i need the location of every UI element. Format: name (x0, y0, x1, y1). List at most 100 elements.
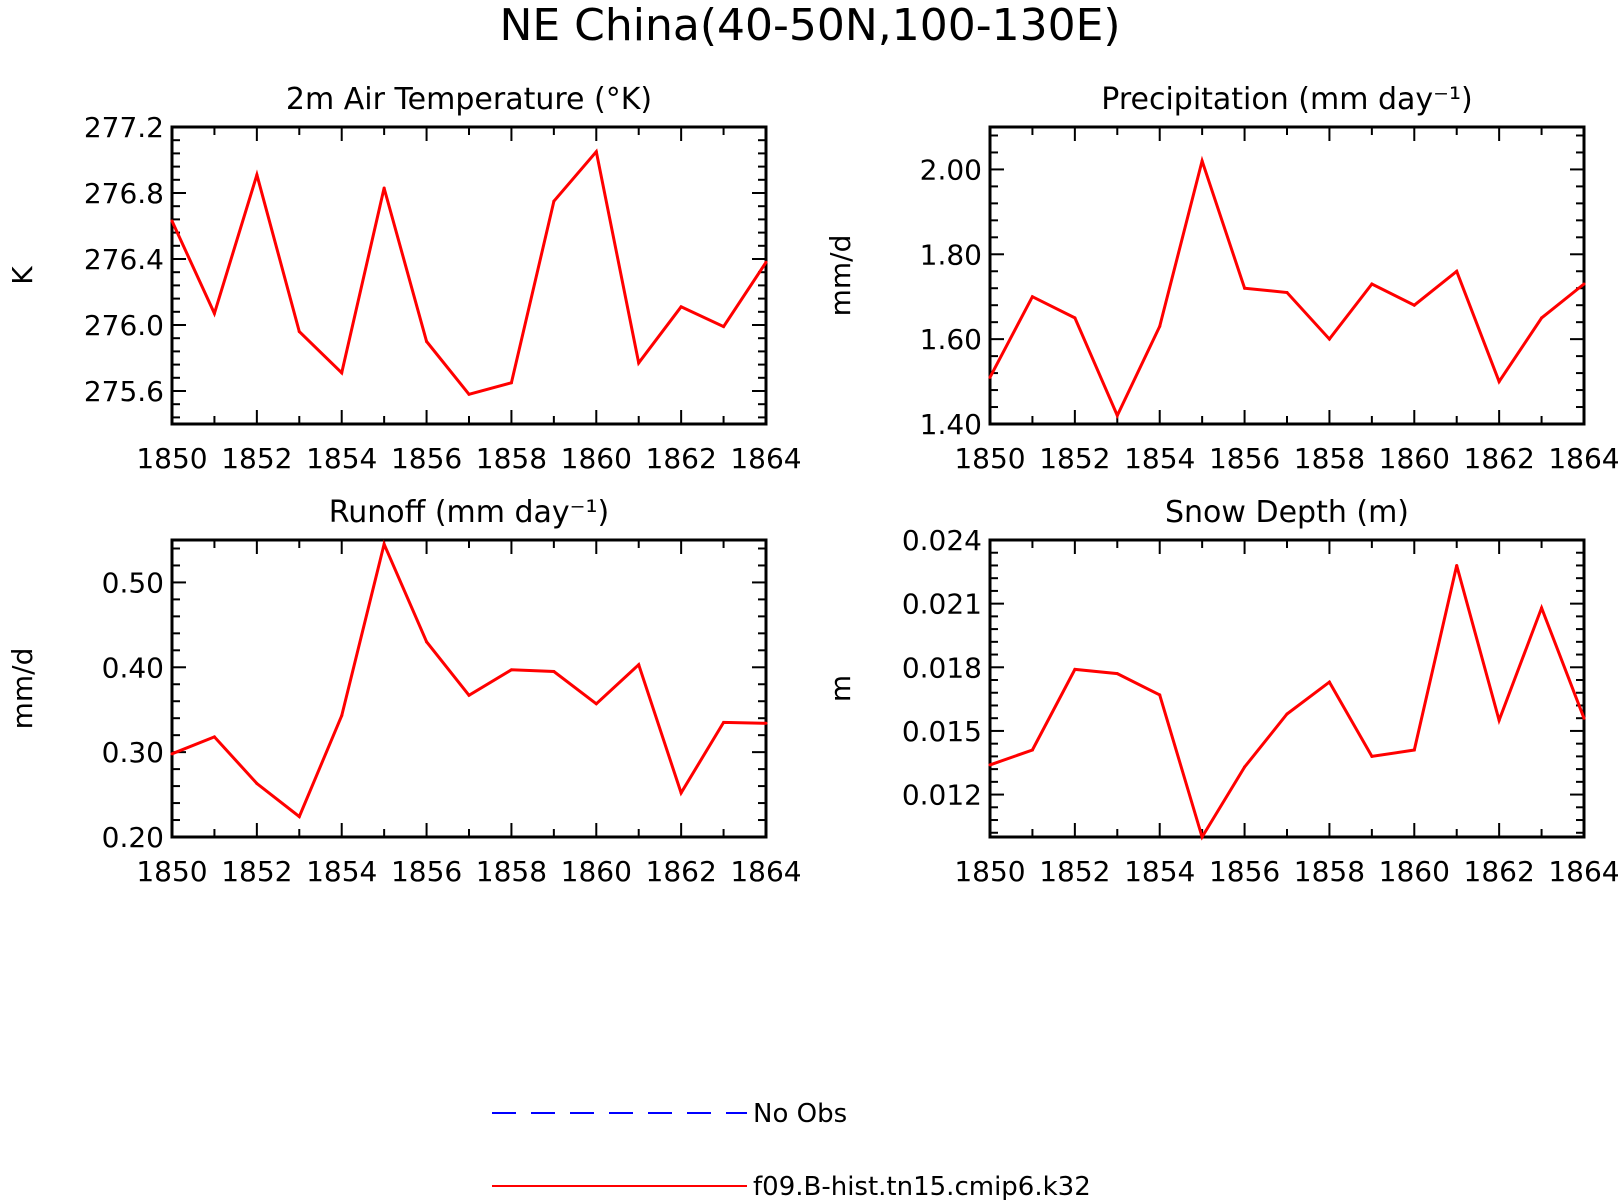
data-point-precipitation (1115, 414, 1119, 418)
x-tick-label: 1860 (1379, 855, 1450, 888)
x-tick-label: 1864 (1548, 442, 1619, 475)
data-point-precipitation (1030, 295, 1034, 299)
data-point-snow-depth (1158, 693, 1162, 697)
data-point-runoff (679, 791, 683, 795)
x-tick-label: 1852 (221, 855, 292, 888)
series-line-snow-depth (989, 565, 1586, 841)
y-tick-label: 1.80 (920, 238, 982, 271)
data-point-snow-depth (988, 763, 992, 767)
data-point-snow-depth (1540, 606, 1544, 610)
y-tick-label: 1.40 (920, 408, 982, 441)
panel-title-precipitation: Precipitation (mm day⁻¹) (1101, 82, 1472, 117)
data-point-runoff (764, 721, 768, 725)
panel-precipitation: Precipitation (mm day⁻¹) 1850 1852 1854 1856… (824, 82, 1620, 475)
data-point-snow-depth (1115, 672, 1119, 676)
data-point-snow-depth (1370, 754, 1374, 758)
data-point-temperature (467, 392, 471, 396)
y-tick-label: 276.4 (84, 243, 164, 276)
data-point-temperature (509, 381, 513, 385)
data-point-temperature (722, 325, 726, 329)
data-point-precipitation (1285, 290, 1289, 294)
plot-frame-precipitation (988, 125, 1586, 426)
x-tick-label: 1850 (954, 442, 1025, 475)
data-point-temperature (297, 330, 301, 334)
x-tick-label: 1856 (391, 855, 462, 888)
data-point-precipitation (1455, 269, 1459, 273)
x-tick-label: 1850 (136, 855, 207, 888)
plot-frame-temperature (170, 125, 768, 426)
x-tick-label: 1862 (1464, 855, 1535, 888)
y-tick-label: 0.40 (102, 651, 164, 684)
x-tick-label: 1854 (306, 855, 377, 888)
data-point-runoff (637, 663, 641, 667)
data-point-precipitation (1497, 380, 1501, 384)
y-axis-label-temperature: K (6, 266, 39, 285)
data-point-snow-depth (1327, 680, 1331, 684)
data-point-snow-depth (1285, 712, 1289, 716)
data-point-runoff (467, 693, 471, 697)
data-point-precipitation (1412, 303, 1416, 307)
y-tick-label: 276.8 (84, 177, 164, 210)
y-tick-label: 1.60 (920, 323, 982, 356)
data-point-temperature (764, 260, 768, 264)
data-point-temperature (212, 311, 216, 315)
legend-label-0: No Obs (753, 1099, 847, 1129)
x-tick-label: 1854 (1124, 442, 1195, 475)
y-tick-label: 2.00 (920, 153, 982, 186)
y-tick-label: 276.0 (84, 309, 164, 342)
data-point-temperature (170, 219, 174, 223)
y-tick-label: 0.018 (902, 651, 982, 684)
x-tick-label: 1856 (1209, 855, 1280, 888)
y-tick-label: 0.30 (102, 736, 164, 769)
panel-title-snow-depth: Snow Depth (m) (1165, 495, 1409, 530)
y-axis-label-snow-depth: m (824, 675, 857, 702)
data-point-temperature (637, 361, 641, 365)
x-tick-label: 1852 (1039, 442, 1110, 475)
series-line-precipitation (988, 155, 1585, 420)
x-tick-label: 1852 (221, 442, 292, 475)
x-tick-label: 1858 (476, 442, 547, 475)
panel-title-runoff: Runoff (mm day⁻¹) (329, 495, 610, 530)
x-tick-label: 1864 (730, 442, 801, 475)
x-tick-label: 1854 (1124, 855, 1195, 888)
panel-title-temperature: 2m Air Temperature (°K) (286, 82, 652, 117)
data-point-precipitation (1073, 316, 1077, 320)
x-tick-label: 1860 (561, 442, 632, 475)
x-tick-label: 1858 (1294, 442, 1365, 475)
x-tick-label: 1864 (730, 855, 801, 888)
data-point-snow-depth (1030, 748, 1034, 752)
x-tick-label: 1856 (1209, 442, 1280, 475)
data-point-runoff (382, 542, 386, 546)
x-tick-label: 1858 (1294, 855, 1365, 888)
data-point-precipitation (1243, 286, 1247, 290)
y-tick-label: 0.021 (902, 588, 982, 621)
x-tick-label: 1862 (646, 442, 717, 475)
data-point-temperature (382, 186, 386, 190)
panels-container: 2m Air Temperature (°K) 1850 1852 1854 1856 1… (6, 82, 1620, 888)
data-point-snow-depth (1243, 765, 1247, 769)
y-axis-label-runoff: mm/d (6, 648, 39, 730)
plot-frame-runoff (170, 538, 768, 839)
y-tick-label: 0.20 (102, 821, 164, 854)
y-axis-label-precipitation: mm/d (824, 235, 857, 317)
data-point-snow-depth (1412, 748, 1416, 752)
legend: No Obs f09.B-hist.tn15.cmip6.k32 (492, 1099, 1091, 1200)
main-title: NE China(40-50N,100-130E) (499, 0, 1120, 51)
x-tick-label: 1856 (391, 442, 462, 475)
data-point-runoff (552, 670, 556, 674)
data-point-precipitation (1200, 159, 1204, 163)
data-point-temperature (340, 371, 344, 375)
plot-frame-snow-depth (988, 538, 1586, 839)
x-tick-label: 1862 (646, 855, 717, 888)
data-point-snow-depth (1455, 563, 1459, 567)
y-tick-label: 0.015 (902, 715, 982, 748)
data-point-precipitation (1540, 316, 1544, 320)
y-tick-label: 275.6 (84, 375, 164, 408)
data-point-temperature (425, 340, 429, 343)
panel-snow-depth: Snow Depth (m) 1850 1852 1854 1856 1858 1860 18… (824, 495, 1620, 888)
y-tick-label: 0.50 (102, 566, 164, 599)
series-line-temperature (170, 148, 768, 397)
data-point-temperature (679, 305, 683, 309)
data-point-runoff (425, 640, 429, 644)
